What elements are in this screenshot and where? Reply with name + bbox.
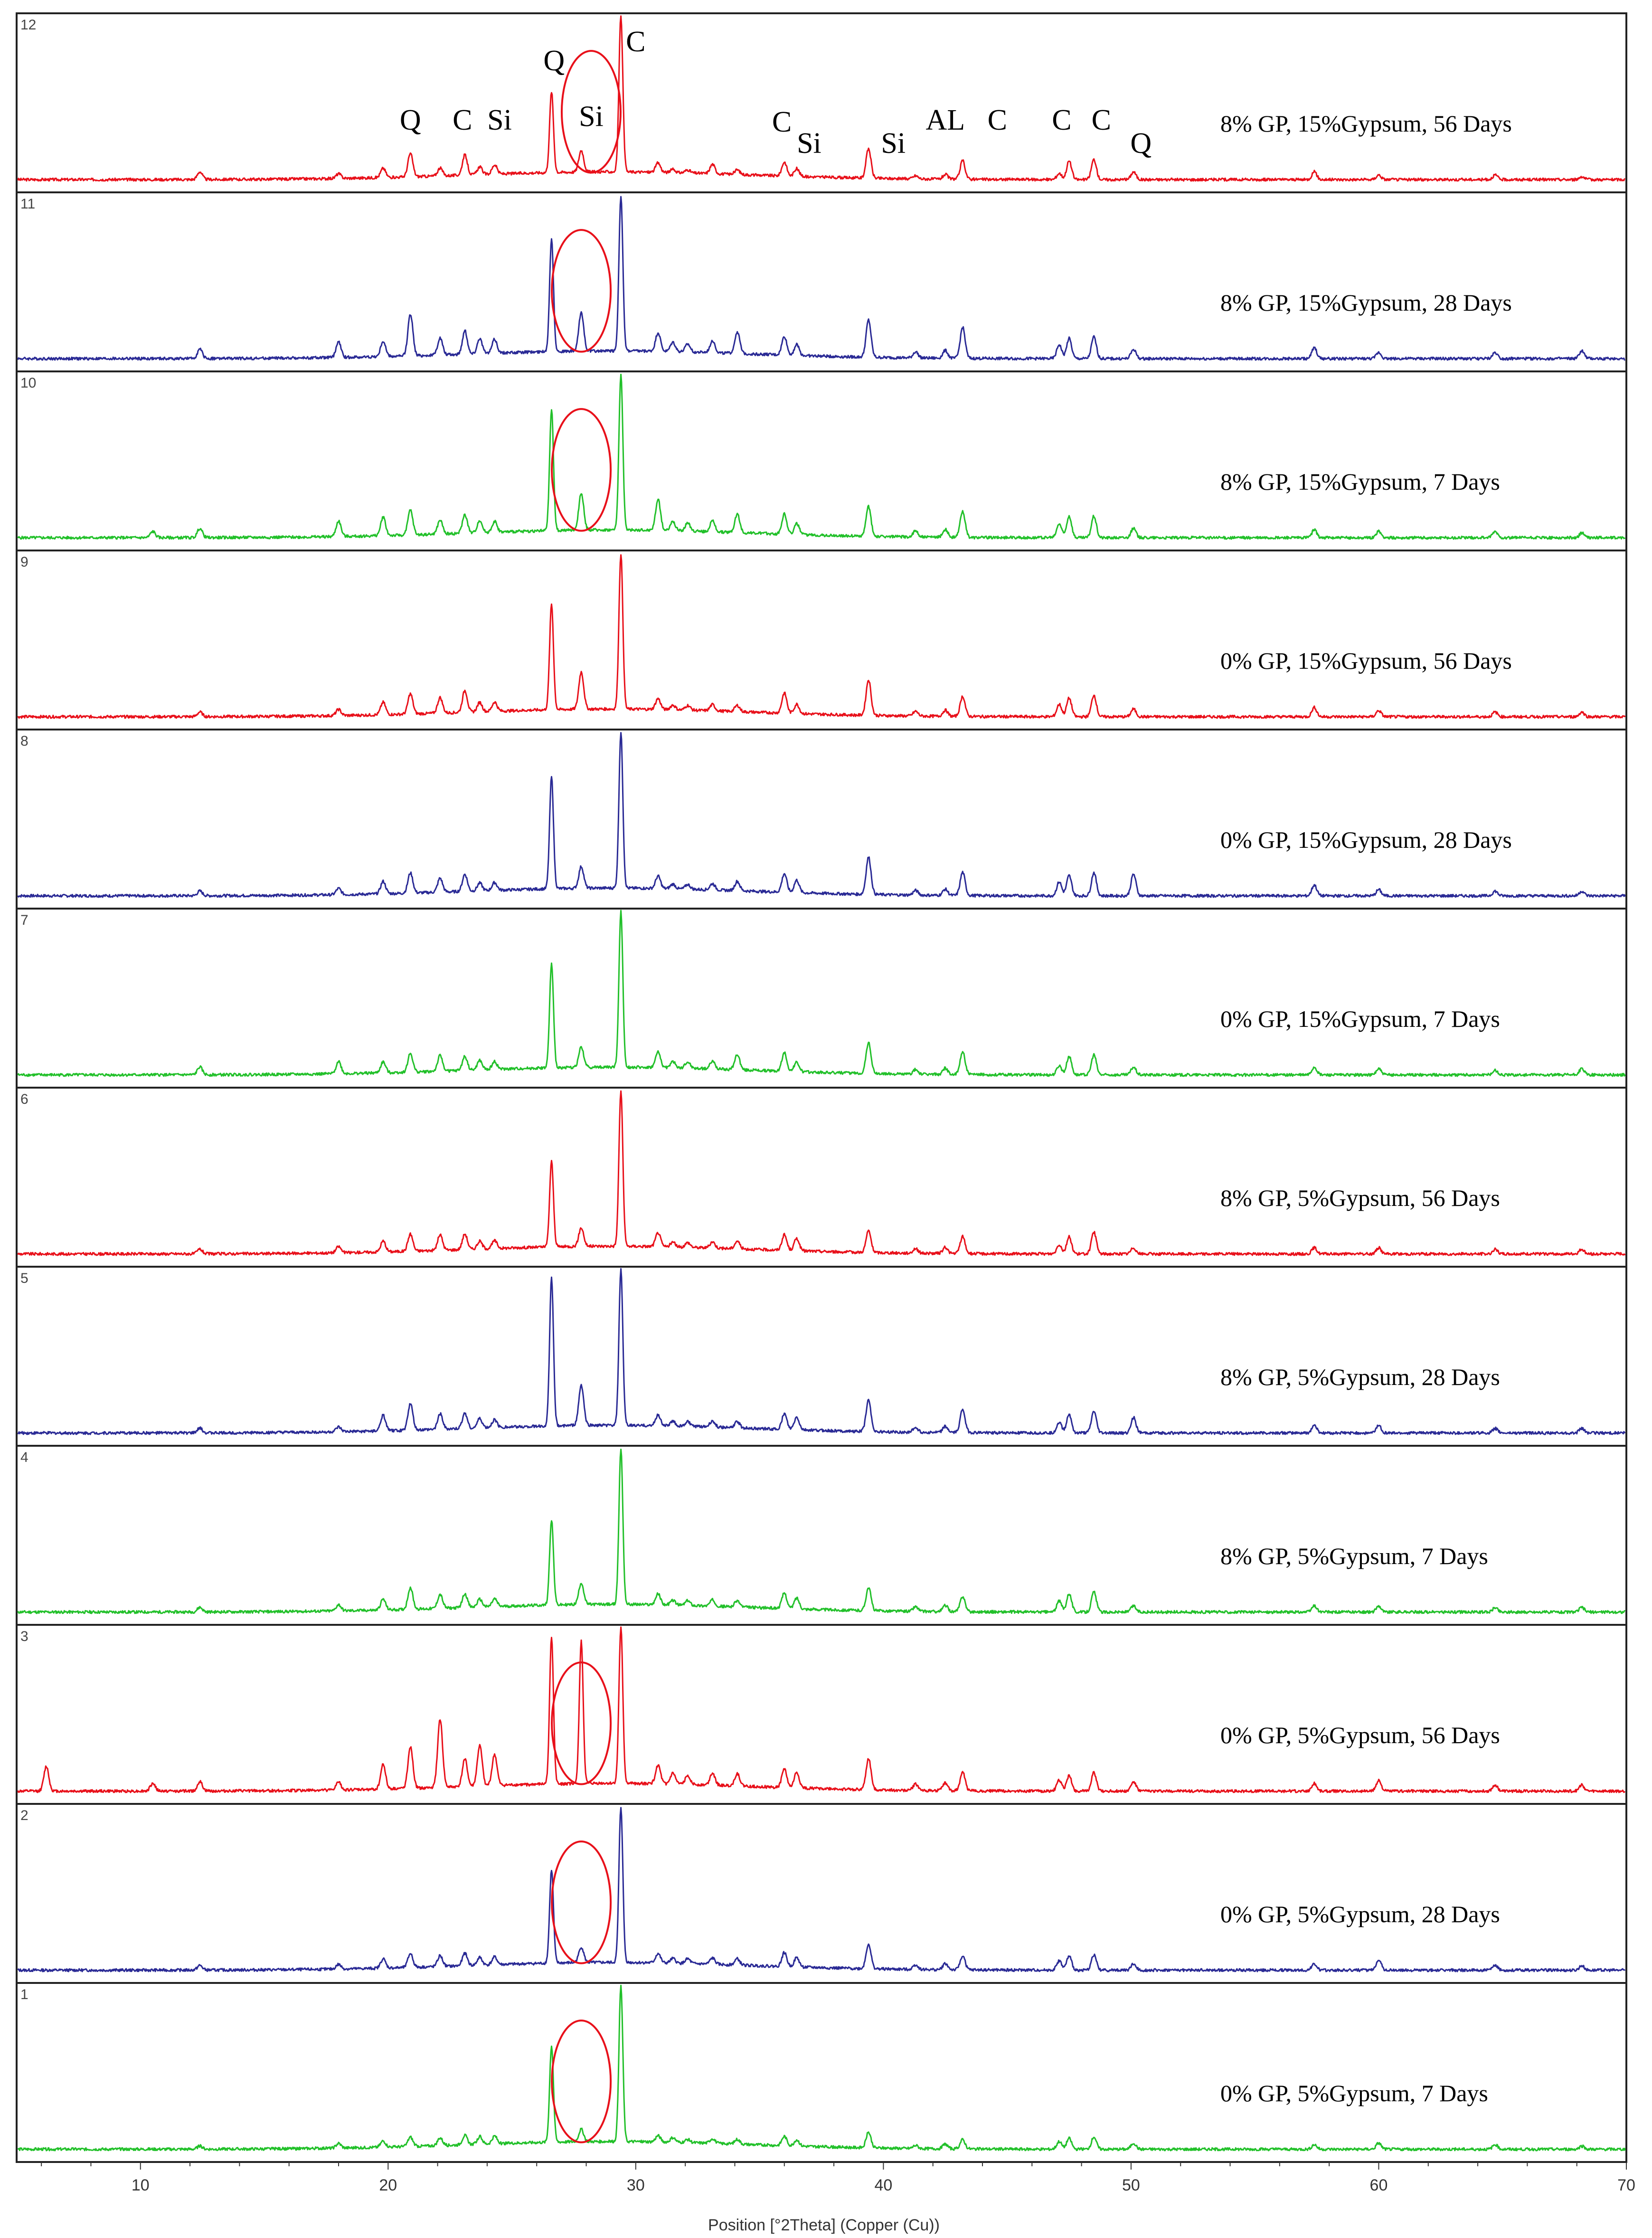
panel-frame — [16, 1445, 1627, 1626]
series-label: 0% GP, 15%Gypsum, 28 Days — [1220, 826, 1512, 853]
panel-number: 1 — [20, 1987, 28, 2002]
series-line — [17, 1268, 1626, 1435]
panel-1: 1 0% GP, 5%Gypsum, 7 Days — [16, 1982, 1627, 2163]
x-axis: 10 20 30 40 50 60 70 — [17, 2161, 1635, 2194]
x-tick-label: 40 — [874, 2176, 892, 2194]
series-line — [17, 910, 1626, 1077]
series-label: 0% GP, 5%Gypsum, 7 Days — [1220, 2080, 1488, 2106]
panel-3: 3 0% GP, 5%Gypsum, 56 Days — [16, 1624, 1627, 1805]
highlight-circle — [551, 408, 612, 532]
x-tick-label: 10 — [132, 2176, 150, 2194]
x-tick-label: 60 — [1370, 2176, 1388, 2194]
series-label: 8% GP, 5%Gypsum, 28 Days — [1220, 1364, 1500, 1390]
phase-label: C — [626, 26, 645, 58]
phase-label: Si — [881, 127, 906, 160]
panel-2: 2 0% GP, 5%Gypsum, 28 Days — [16, 1803, 1627, 1984]
highlight-circle — [551, 2020, 612, 2143]
highlight-circle — [551, 1661, 612, 1785]
panel-frame — [16, 1803, 1627, 1984]
panel-frame — [16, 1087, 1627, 1268]
series-line — [17, 554, 1626, 719]
phase-label: C — [1092, 104, 1111, 136]
panel-frame — [16, 1624, 1627, 1805]
panel-9: 9 0% GP, 15%Gypsum, 56 Days — [16, 550, 1627, 730]
phase-label: Si — [579, 101, 604, 133]
series-label: 8% GP, 15%Gypsum, 7 Days — [1220, 468, 1500, 495]
panel-frame — [16, 729, 1627, 910]
panel-number: 10 — [20, 375, 36, 391]
phase-label: C — [988, 104, 1007, 136]
x-axis-title: Position [°2Theta] (Copper (Cu)) — [708, 2216, 940, 2234]
panel-frame — [16, 550, 1627, 730]
phase-label: Q — [400, 104, 421, 136]
series-line — [17, 373, 1626, 540]
series-label: 0% GP, 15%Gypsum, 7 Days — [1220, 1005, 1500, 1032]
panel-frame — [16, 1982, 1627, 2163]
series-label: 0% GP, 15%Gypsum, 56 Days — [1220, 647, 1512, 674]
phase-label: Si — [487, 104, 512, 136]
panel-number: 6 — [20, 1091, 28, 1107]
panel-number: 8 — [20, 733, 28, 749]
x-tick-label: 70 — [1617, 2176, 1635, 2194]
series-line — [17, 1626, 1625, 1793]
series-label: 8% GP, 15%Gypsum, 56 Days — [1220, 110, 1512, 137]
highlight-circle — [551, 229, 612, 353]
panel-frame — [16, 191, 1627, 372]
panel-frame — [16, 1266, 1627, 1447]
phase-label: Q — [1130, 127, 1152, 160]
phase-label: Q — [543, 45, 565, 77]
panel-frame — [16, 370, 1627, 551]
highlight-circle — [551, 1840, 612, 1964]
panel-7: 7 0% GP, 15%Gypsum, 7 Days — [16, 908, 1627, 1089]
series-label: 8% GP, 15%Gypsum, 28 Days — [1220, 289, 1512, 316]
panel-number: 12 — [20, 17, 36, 33]
x-tick-label: 50 — [1122, 2176, 1140, 2194]
panel-10: 10 8% GP, 15%Gypsum, 7 Days — [16, 370, 1627, 551]
series-label: 0% GP, 5%Gypsum, 56 Days — [1220, 1722, 1500, 1748]
panel-frame — [16, 12, 1627, 193]
panel-5: 5 8% GP, 5%Gypsum, 28 Days — [16, 1266, 1627, 1447]
panel-11: 11 8% GP, 15%Gypsum, 28 Days — [16, 191, 1627, 372]
series-line — [17, 732, 1626, 898]
panel-number: 3 — [20, 1629, 28, 1644]
phase-label: AL — [925, 104, 965, 136]
panel-number: 4 — [20, 1450, 28, 1465]
series-label: 8% GP, 5%Gypsum, 7 Days — [1220, 1543, 1488, 1569]
panel-frame — [16, 908, 1627, 1089]
x-tick-label: 30 — [627, 2176, 645, 2194]
phase-label: C — [772, 106, 792, 138]
panel-number: 2 — [20, 1808, 28, 1823]
phase-label: Si — [797, 127, 821, 160]
phase-label: C — [453, 104, 472, 136]
phase-label: C — [1052, 104, 1071, 136]
highlight-circle — [560, 50, 622, 174]
series-line — [17, 1984, 1626, 2152]
panel-number: 5 — [20, 1271, 28, 1286]
series-label: 0% GP, 5%Gypsum, 28 Days — [1220, 1901, 1500, 1927]
panel-number: 9 — [20, 554, 28, 570]
series-line — [17, 1090, 1626, 1256]
series-label: 8% GP, 5%Gypsum, 56 Days — [1220, 1185, 1500, 1211]
panel-4: 4 8% GP, 5%Gypsum, 7 Days — [16, 1445, 1627, 1626]
series-line — [17, 196, 1625, 361]
panel-6: 6 8% GP, 5%Gypsum, 56 Days — [16, 1087, 1627, 1268]
series-line — [17, 1449, 1626, 1614]
series-line — [17, 1807, 1626, 1972]
panel-number: 11 — [20, 196, 35, 212]
panel-number: 7 — [20, 912, 28, 928]
panel-8: 8 0% GP, 15%Gypsum, 28 Days — [16, 729, 1627, 910]
x-tick-label: 20 — [379, 2176, 397, 2194]
series-line — [17, 15, 1625, 182]
